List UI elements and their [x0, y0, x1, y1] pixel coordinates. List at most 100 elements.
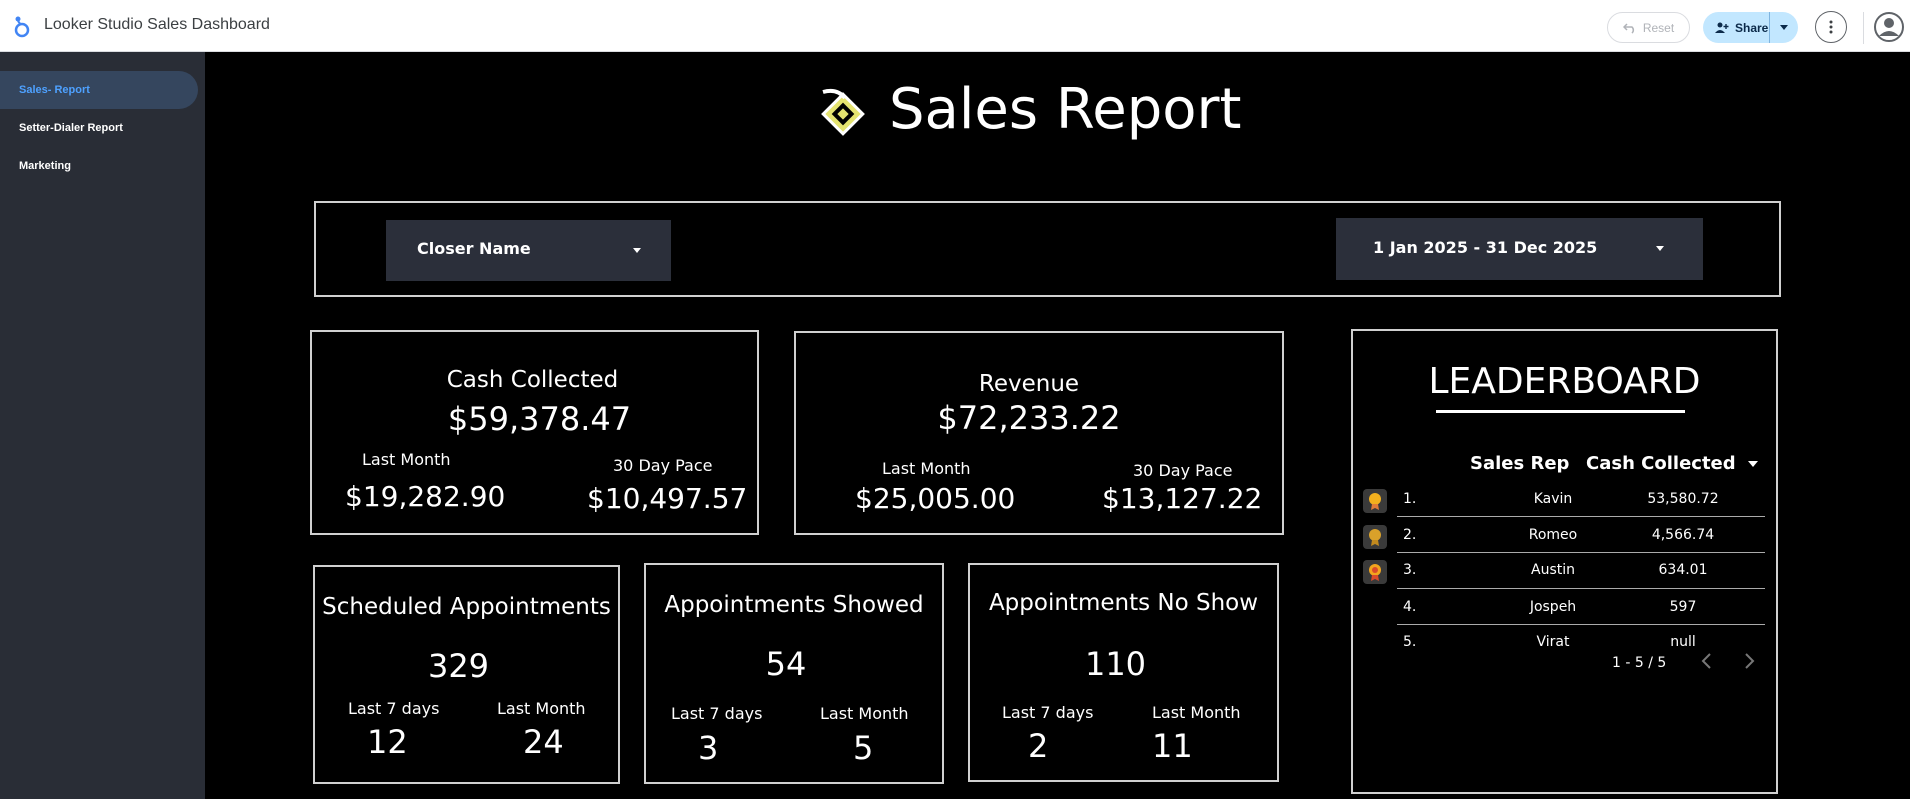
sales-rep-cell: Virat	[1536, 634, 1570, 650]
cash-collected-card: Cash Collected $59,378.47 Last Month $19…	[310, 330, 759, 535]
card-title: Revenue	[978, 371, 1080, 397]
card-title: Cash Collected	[446, 367, 619, 393]
report-canvas: Sales Report Closer Name 1 Jan 2025 - 31…	[205, 52, 1910, 799]
nav-item-sales-report[interactable]: Sales- Report	[0, 71, 198, 109]
table-row: 2. Romeo 4,566.74	[1353, 519, 1765, 555]
sales-rep-cell: Kavin	[1533, 491, 1573, 507]
nav-item-label: Sales- Report	[19, 84, 90, 96]
share-main[interactable]: Share	[1703, 12, 1770, 43]
card-title: Appointments Showed	[664, 592, 924, 618]
last-7-days-value: 12	[367, 723, 408, 761]
page-navigation-sidebar: Sales- Report Setter-Dialer Report Marke…	[0, 52, 205, 799]
card-title: Appointments No Show	[988, 590, 1259, 616]
cash-cell: 634.01	[1658, 562, 1708, 578]
silver-medal-icon	[1363, 525, 1387, 549]
top-bar: Looker Studio Sales Dashboard Reset Shar…	[0, 0, 1910, 52]
rank-cell: 5.	[1403, 634, 1417, 650]
pagination-label: 1 - 5 / 5	[1612, 655, 1667, 671]
rank-cell: 3.	[1403, 562, 1417, 578]
row-divider	[1397, 552, 1765, 553]
bronze-medal-icon	[1363, 560, 1387, 584]
cash-cell: 4,566.74	[1651, 527, 1715, 543]
revenue-card: Revenue $72,233.22 Last Month $25,005.00…	[794, 331, 1284, 535]
company-logo-icon	[821, 88, 865, 136]
last-7-days-value: 3	[698, 729, 719, 767]
sales-rep-cell: Romeo	[1528, 527, 1578, 543]
dropdown-arrow-icon	[1656, 246, 1664, 251]
last-7-days-label: Last 7 days	[671, 704, 763, 723]
pace-value: $13,127.22	[1102, 482, 1263, 515]
person-add-icon	[1715, 22, 1729, 33]
leaderboard-card: LEADERBOARD Sales Rep Cash Collected 1. …	[1351, 329, 1778, 794]
last-month-label: Last Month	[497, 699, 586, 718]
last-month-value: $25,005.00	[855, 482, 1016, 515]
nav-item-setter-dialer-report[interactable]: Setter-Dialer Report	[0, 109, 198, 147]
pace-label: 30 Day Pace	[1133, 461, 1233, 480]
table-row: 5. Virat null	[1353, 626, 1765, 662]
closer-name-label: Closer Name	[417, 239, 531, 258]
pace-value: $10,497.57	[587, 482, 748, 515]
looker-studio-logo-icon	[14, 16, 30, 38]
card-value: 110	[1084, 645, 1147, 683]
nav-item-label: Setter-Dialer Report	[19, 122, 123, 134]
last-month-value: 24	[523, 723, 564, 761]
pace-label: 30 Day Pace	[613, 456, 713, 475]
more-options-button[interactable]	[1815, 11, 1847, 43]
last-month-value: $19,282.90	[345, 480, 506, 513]
last-7-days-label: Last 7 days	[348, 699, 440, 718]
share-button[interactable]: Share	[1703, 12, 1798, 43]
sales-rep-cell: Jospeh	[1529, 599, 1577, 615]
app-title: Looker Studio Sales Dashboard	[44, 16, 270, 33]
row-divider	[1397, 624, 1765, 625]
title-underline	[1436, 410, 1685, 413]
card-value: 329	[427, 647, 490, 685]
sort-desc-icon	[1747, 461, 1758, 467]
card-value: $72,233.22	[937, 399, 1121, 437]
column-header-label: Cash Collected	[1586, 453, 1736, 474]
dropdown-arrow-icon	[633, 248, 641, 253]
reset-button[interactable]: Reset	[1607, 12, 1690, 43]
table-row: 3. Austin 634.01	[1353, 554, 1765, 590]
card-title: Scheduled Appointments	[322, 594, 611, 620]
date-range-filter[interactable]: 1 Jan 2025 - 31 Dec 2025	[1336, 218, 1703, 280]
row-divider	[1397, 516, 1765, 517]
account-avatar-icon[interactable]	[1873, 11, 1905, 43]
column-header-cash-collected[interactable]: Cash Collected	[1586, 453, 1758, 474]
report-title: Sales Report	[889, 77, 1242, 142]
nav-item-marketing[interactable]: Marketing	[0, 147, 198, 185]
undo-icon	[1622, 22, 1634, 34]
appointments-no-show-card: Appointments No Show 110 Last 7 days 2 L…	[968, 563, 1279, 782]
more-vert-icon	[1829, 20, 1833, 34]
filter-bar: Closer Name 1 Jan 2025 - 31 Dec 2025	[314, 201, 1781, 297]
chevron-right-icon[interactable]	[1737, 649, 1761, 673]
table-row: 4. Jospeh 597	[1353, 591, 1765, 627]
column-header-sales-rep[interactable]: Sales Rep	[1470, 453, 1570, 474]
appointments-showed-card: Appointments Showed 54 Last 7 days 3 Las…	[644, 563, 944, 784]
card-value: 54	[765, 645, 807, 683]
reset-label: Reset	[1642, 20, 1675, 35]
last-7-days-label: Last 7 days	[1002, 703, 1094, 722]
cash-cell: 53,580.72	[1647, 491, 1719, 507]
cash-cell: 597	[1669, 599, 1697, 615]
rank-cell: 4.	[1403, 599, 1417, 615]
gold-medal-icon	[1363, 489, 1387, 513]
last-month-label: Last Month	[1152, 703, 1241, 722]
sales-rep-cell: Austin	[1531, 562, 1575, 578]
last-7-days-value: 2	[1028, 727, 1049, 765]
share-dropdown-button[interactable]	[1770, 25, 1798, 30]
rank-cell: 2.	[1403, 527, 1417, 543]
nav-item-label: Marketing	[19, 160, 71, 172]
chevron-left-icon[interactable]	[1695, 649, 1719, 673]
last-month-label: Last Month	[882, 459, 971, 478]
scheduled-appointments-card: Scheduled Appointments 329 Last 7 days 1…	[313, 565, 620, 784]
share-label: Share	[1735, 20, 1769, 35]
last-month-value: 11	[1152, 727, 1193, 765]
leaderboard-title: LEADERBOARD	[1428, 361, 1701, 402]
rank-cell: 1.	[1403, 491, 1417, 507]
card-value: $59,378.47	[447, 400, 632, 438]
toolbar-divider	[1863, 12, 1864, 44]
closer-name-filter[interactable]: Closer Name	[386, 220, 671, 281]
table-row: 1. Kavin 53,580.72	[1353, 483, 1765, 519]
row-divider	[1397, 588, 1765, 589]
date-range-label: 1 Jan 2025 - 31 Dec 2025	[1373, 238, 1598, 257]
